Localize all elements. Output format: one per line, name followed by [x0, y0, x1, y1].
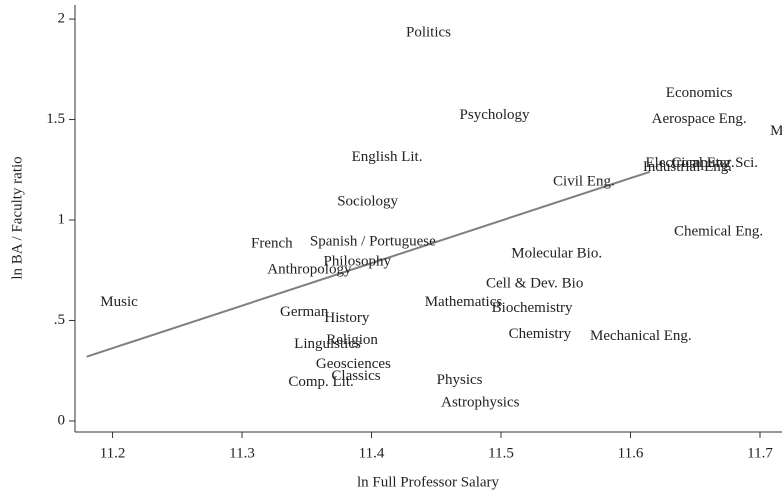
point-label: Astrophysics [441, 394, 519, 410]
point-label: Religion [326, 332, 378, 348]
point-label: Cell & Dev. Bio [486, 276, 583, 292]
point-label: Biochemistry [492, 300, 573, 316]
x-tick-label: 11.7 [747, 445, 773, 461]
x-tick-label: 11.2 [100, 445, 126, 461]
point-label: Civil Eng. [553, 173, 615, 189]
point-label: German [280, 304, 329, 320]
point-label: Electrical Eng. [646, 155, 735, 171]
point-label: Economics [666, 85, 733, 101]
point-label: Chemistry [509, 326, 572, 342]
point-label: Sociology [337, 193, 398, 209]
point-label: Mathematics [425, 294, 503, 310]
fit-line [86, 170, 651, 358]
y-tick-label: 2 [58, 11, 66, 27]
point-label: Comp. Lit. [288, 374, 353, 390]
x-tick-label: 11.5 [488, 445, 514, 461]
point-label: Geosciences [316, 356, 391, 372]
y-tick-label: 0 [58, 412, 66, 428]
point-label: Chemical Eng. [674, 224, 763, 240]
point-label: French [251, 236, 293, 252]
point-label: Materials Sci. [770, 123, 782, 139]
y-tick-label: 1.5 [46, 111, 65, 127]
point-label: Molecular Bio. [511, 246, 602, 262]
point-label: Mechanical Eng. [590, 328, 692, 344]
point-label: Physics [437, 372, 483, 388]
point-label: Anthropology [267, 262, 352, 278]
x-tick-label: 11.6 [618, 445, 644, 461]
x-axis-label: ln Full Professor Salary [357, 474, 500, 490]
point-label: Politics [406, 25, 451, 41]
point-label: History [324, 310, 370, 326]
point-label: Aerospace Eng. [652, 111, 747, 127]
point-label: Psychology [460, 107, 531, 123]
y-axis-label: ln BA / Faculty ratio [9, 156, 25, 279]
point-label: Computer Sci. [671, 155, 758, 171]
y-tick-label: 1 [58, 211, 66, 227]
point-label: Industrial Eng. [643, 159, 732, 175]
point-label: Philosophy [324, 254, 392, 270]
point-label: Spanish / Portuguese [310, 234, 436, 250]
point-label: Music [100, 294, 138, 310]
x-tick-label: 11.4 [359, 445, 385, 461]
point-label: Linguistics [294, 336, 361, 352]
point-label: English Lit. [352, 149, 423, 165]
x-tick-label: 11.3 [229, 445, 255, 461]
y-tick-label: .5 [54, 312, 65, 328]
point-label: Classics [331, 368, 380, 384]
